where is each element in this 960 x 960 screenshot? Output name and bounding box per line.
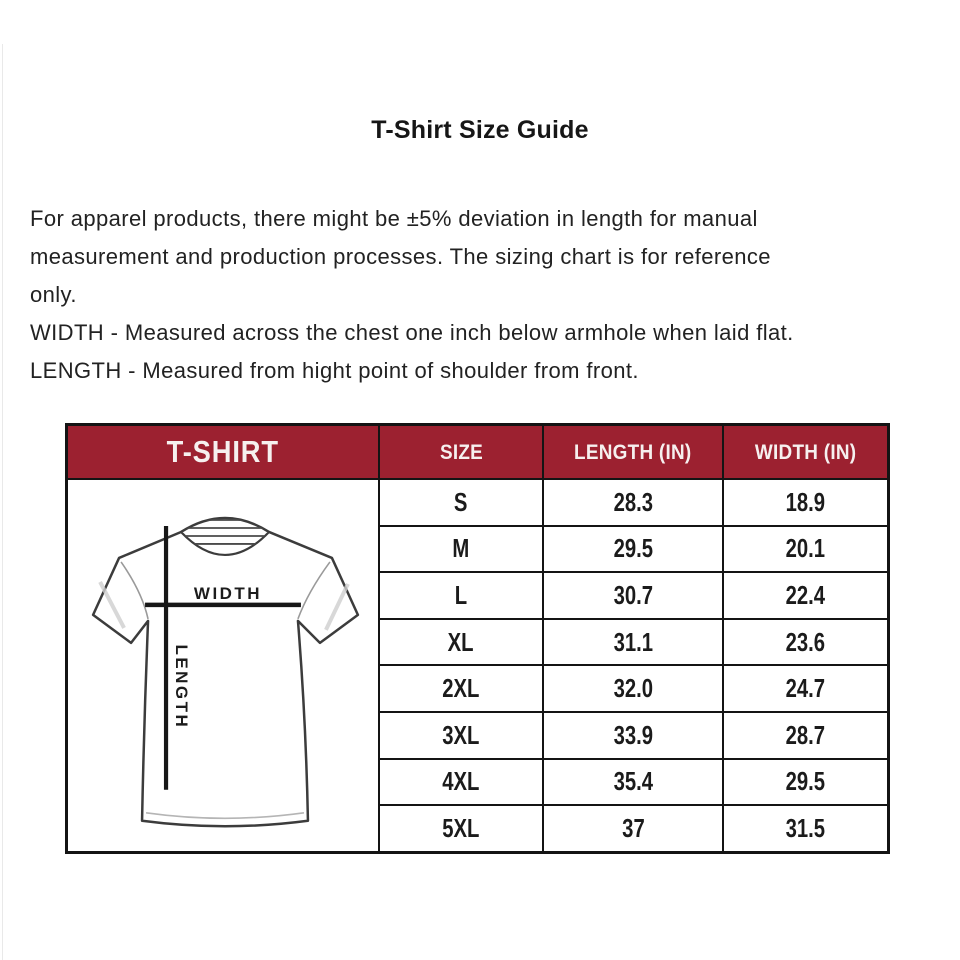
left-sleeve-shading [98, 581, 126, 629]
cell-length: 30.7 [544, 573, 722, 618]
cell-size: L [380, 573, 542, 618]
tshirt-diagram-cell: WIDTH LENGTH [68, 480, 378, 851]
cell-size: 4XL [380, 759, 542, 805]
width-label: WIDTH [194, 584, 262, 603]
cell-length: 29.5 [544, 526, 722, 572]
right-sleeve-shading [324, 583, 350, 631]
cell-width: 28.7 [724, 712, 887, 758]
table-header-width: WIDTH (IN) [724, 426, 887, 478]
cell-size: 3XL [380, 712, 542, 758]
description-line: measurement and production processes. Th… [30, 244, 771, 269]
cell-length: 31.1 [544, 619, 722, 665]
cell-width: 31.5 [724, 806, 887, 851]
description-line: only. [30, 282, 77, 307]
cell-length: 35.4 [544, 759, 722, 805]
left-sleeve-seam [120, 561, 149, 620]
table-header-size: SIZE [380, 426, 542, 478]
cell-size: XL [380, 619, 542, 665]
cell-size: 2XL [380, 666, 542, 711]
cell-length: 32.0 [544, 666, 722, 711]
cell-size: 5XL [380, 806, 542, 851]
table-header-product: T-SHIRT [68, 426, 378, 478]
cell-length: 28.3 [544, 480, 722, 525]
cell-size: S [380, 480, 542, 525]
cell-width: 22.4 [724, 573, 887, 618]
page-title: T-Shirt Size Guide [371, 116, 589, 144]
description-line-width-definition: WIDTH - Measured across the chest one in… [30, 320, 794, 345]
size-guide-description: For apparel products, there might be ±5%… [30, 200, 935, 390]
product-label: T-SHIRT [166, 434, 280, 469]
right-sleeve-seam [297, 561, 331, 620]
tshirt-illustration: WIDTH LENGTH [91, 516, 360, 828]
cell-size: M [380, 526, 542, 572]
hem-inner-line [145, 811, 305, 820]
description-line: For apparel products, there might be ±5%… [30, 206, 758, 231]
table-header-length: LENGTH (IN) [544, 426, 722, 478]
tshirt-outline [91, 516, 360, 828]
cell-width: 18.9 [724, 480, 887, 525]
cell-length: 33.9 [544, 712, 722, 758]
size-chart-table: T-SHIRT SIZE LENGTH (IN) WIDTH (IN) [65, 423, 890, 854]
cell-width: 24.7 [724, 666, 887, 711]
length-label: LENGTH [172, 644, 191, 729]
description-line-length-definition: LENGTH - Measured from hight point of sh… [30, 358, 639, 383]
cell-width: 20.1 [724, 526, 887, 572]
page-edge-divider [2, 44, 3, 960]
cell-length: 37 [544, 806, 722, 851]
cell-width: 23.6 [724, 619, 887, 665]
cell-width: 29.5 [724, 759, 887, 805]
